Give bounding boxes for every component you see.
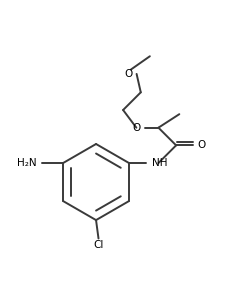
Text: O: O <box>132 123 140 133</box>
Text: O: O <box>196 140 204 150</box>
Text: Cl: Cl <box>93 240 103 250</box>
Text: O: O <box>124 69 132 79</box>
Text: H₂N: H₂N <box>17 158 37 168</box>
Text: NH: NH <box>151 158 167 168</box>
